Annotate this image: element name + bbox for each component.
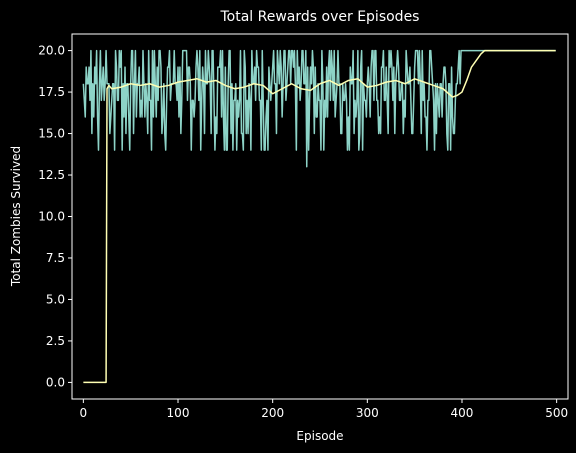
y-tick-label: 20.0: [38, 44, 65, 58]
series-layer: [82, 49, 556, 384]
series-line-raw: [82, 49, 556, 168]
x-tick-label: 0: [80, 406, 88, 420]
series-line-moving-average: [83, 49, 556, 384]
chart-title: Total Rewards over Episodes: [220, 9, 420, 25]
x-axis-label: Episode: [296, 429, 343, 443]
y-tick-label: 12.5: [38, 168, 65, 182]
x-tick-label: 300: [356, 406, 379, 420]
x-tick-label: 500: [545, 406, 568, 420]
y-tick-label: 5.0: [46, 292, 65, 306]
x-tick-label: 400: [451, 406, 474, 420]
y-axis: 0.0 2.5 5.0 7.5 10.0 12.5 15.0 17.5 20.0: [38, 44, 72, 389]
y-tick-label: 10.0: [38, 210, 65, 224]
y-tick-label: 15.0: [38, 127, 65, 141]
y-axis-label: Total Zombies Survived: [9, 146, 23, 287]
y-tick-label: 17.5: [38, 85, 65, 99]
x-tick-label: 200: [261, 406, 284, 420]
y-tick-label: 0.0: [46, 375, 65, 389]
x-tick-label: 100: [167, 406, 190, 420]
x-axis: 0 100 200 300 400 500: [80, 399, 568, 420]
y-tick-label: 7.5: [46, 251, 65, 265]
y-tick-label: 2.5: [46, 334, 65, 348]
